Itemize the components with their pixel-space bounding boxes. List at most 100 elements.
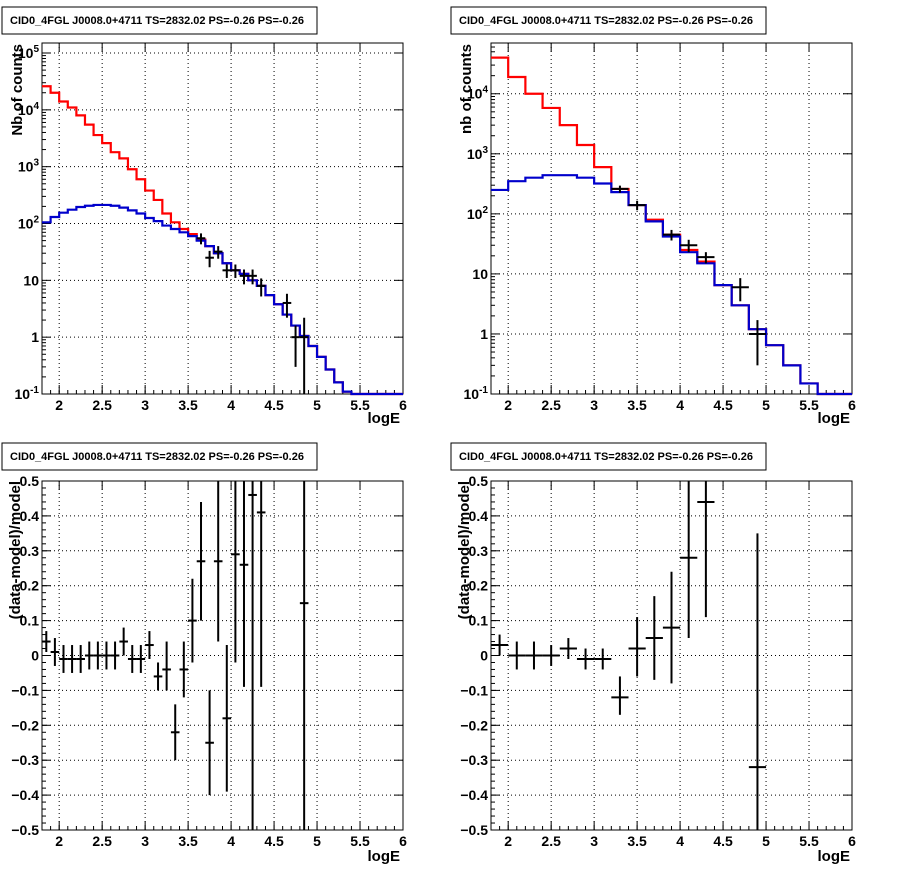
x-tick-label: 3.5 [178, 397, 198, 413]
x-tick-label: 4.5 [713, 833, 733, 849]
total_model-histogram [42, 85, 403, 396]
y-tick-label: 102 [467, 205, 489, 222]
panel-title-box [1, 442, 318, 471]
y-tick-label: −0.2 [460, 717, 488, 733]
x-tick-label: 4 [227, 397, 235, 413]
y-tick-label: −0.3 [11, 752, 39, 768]
x-tick-label: 2 [504, 833, 512, 849]
y-axis-title: Nb of counts [9, 44, 26, 136]
y-tick-label: 103 [467, 145, 489, 162]
plot-frame [41, 42, 404, 395]
x-tick-label: 6 [848, 397, 856, 413]
y-axis-title: (data-model)/model [7, 481, 24, 619]
panel-top-left: CID0_4FGL J0008.0+4711 TS=2832.02 PS=-0.… [1, 6, 407, 427]
x-axis-title: logE [818, 410, 851, 427]
x-tick-label: 3.5 [627, 833, 647, 849]
panel-title-box [450, 6, 767, 35]
x-tick-label: 3.5 [627, 397, 647, 413]
y-tick-label: 10 [23, 272, 39, 288]
panel-title-box [450, 442, 767, 471]
plot-frame [490, 42, 853, 395]
x-tick-label: 2.5 [92, 833, 112, 849]
x-tick-label: 2.5 [92, 397, 112, 413]
x-tick-label: 6 [399, 833, 407, 849]
panel-title-box [1, 6, 318, 35]
x-tick-label: 2 [504, 397, 512, 413]
x-tick-label: 2.5 [541, 397, 561, 413]
y-tick-label: −0.1 [11, 682, 39, 698]
plot-frame [490, 480, 853, 831]
y-tick-label: −0.2 [11, 717, 39, 733]
y-tick-label: 0.2 [469, 578, 489, 594]
x-tick-label: 3 [590, 833, 598, 849]
y-tick-label: −0.3 [460, 752, 488, 768]
y-tick-label: −0.5 [460, 822, 488, 838]
x-tick-label: 5.5 [350, 397, 370, 413]
y-tick-label: 1 [31, 329, 39, 345]
x-axis-title: logE [368, 848, 401, 865]
x-tick-label: 5 [762, 397, 770, 413]
x-tick-label: 2 [55, 397, 63, 413]
plot-area: 2 2.5 3 3.5 4 4.5 5 5.5 6 −0.5 −0.4 −0.3 −0.2 −0.1 0 0.… [460, 473, 856, 849]
panel-top-right: CID0_4FGL J0008.0+4711 TS=2832.02 PS=-0.… [450, 6, 856, 427]
panel-title: CID0_4FGL J0008.0+4711 TS=2832.02 PS=-0.… [10, 15, 304, 27]
y-axis-title: nb of counts [458, 44, 475, 134]
y-tick-label: 102 [18, 215, 40, 232]
y-tick-label: 10-1 [15, 385, 40, 402]
panel-bottom-left: CID0_4FGL J0008.0+4711 TS=2832.02 PS=-0.… [1, 442, 407, 865]
y-tick-label: 1 [480, 326, 488, 342]
x-tick-label: 2 [55, 833, 63, 849]
x-tick-label: 2.5 [541, 833, 561, 849]
y-tick-label: −0.4 [11, 787, 39, 803]
x-tick-label: 5.5 [799, 397, 819, 413]
y-tick-label: 0 [480, 648, 488, 664]
x-tick-label: 3 [141, 833, 149, 849]
plot-frame [41, 480, 404, 831]
y-tick-label: 0.4 [20, 508, 40, 524]
x-tick-label: 4.5 [264, 833, 284, 849]
x-tick-label: 5 [313, 397, 321, 413]
x-tick-label: 6 [848, 833, 856, 849]
y-tick-label: 0.3 [469, 543, 489, 559]
y-axis-title: (data-model)/model [456, 481, 473, 619]
x-tick-label: 5.5 [799, 833, 819, 849]
panel-title: CID0_4FGL J0008.0+4711 TS=2832.02 PS=-0.… [459, 451, 753, 463]
x-tick-label: 3.5 [178, 833, 198, 849]
source_model-histogram [491, 174, 852, 396]
y-tick-label: −0.1 [460, 682, 488, 698]
panel-title: CID0_4FGL J0008.0+4711 TS=2832.02 PS=-0.… [459, 15, 753, 27]
panel-title: CID0_4FGL J0008.0+4711 TS=2832.02 PS=-0.… [10, 451, 304, 463]
plot-area: 2 2.5 3 3.5 4 4.5 5 5.5 6 −0.5 −0.4 −0.3 −0.2 −0.1 0 0.… [11, 473, 407, 849]
source_model-histogram [42, 203, 403, 396]
x-tick-label: 6 [399, 397, 407, 413]
x-axis-title: logE [818, 848, 851, 865]
y-tick-label: 0.5 [20, 473, 40, 489]
y-tick-label: 0.1 [20, 613, 40, 629]
x-tick-label: 4 [676, 833, 684, 849]
x-tick-label: 5.5 [350, 833, 370, 849]
y-tick-label: 0.2 [20, 578, 40, 594]
panel-bottom-right: CID0_4FGL J0008.0+4711 TS=2832.02 PS=-0.… [450, 442, 856, 865]
x-tick-label: 4 [676, 397, 684, 413]
y-tick-label: 0.3 [20, 543, 40, 559]
y-tick-label: 0.5 [469, 473, 489, 489]
y-tick-label: 0 [31, 648, 39, 664]
y-tick-label: −0.4 [460, 787, 488, 803]
y-tick-label: 10-1 [464, 385, 489, 402]
y-tick-label: −0.5 [11, 822, 39, 838]
x-tick-label: 3 [590, 397, 598, 413]
y-tick-label: 0.4 [469, 508, 489, 524]
x-tick-label: 4.5 [264, 397, 284, 413]
total_model-histogram [491, 56, 852, 396]
x-axis-title: logE [368, 410, 401, 427]
x-tick-label: 4 [227, 833, 235, 849]
y-tick-label: 0.1 [469, 613, 489, 629]
x-tick-label: 4.5 [713, 397, 733, 413]
x-tick-label: 3 [141, 397, 149, 413]
y-tick-label: 10 [472, 266, 488, 282]
x-tick-label: 5 [762, 833, 770, 849]
y-tick-label: 103 [18, 158, 40, 175]
